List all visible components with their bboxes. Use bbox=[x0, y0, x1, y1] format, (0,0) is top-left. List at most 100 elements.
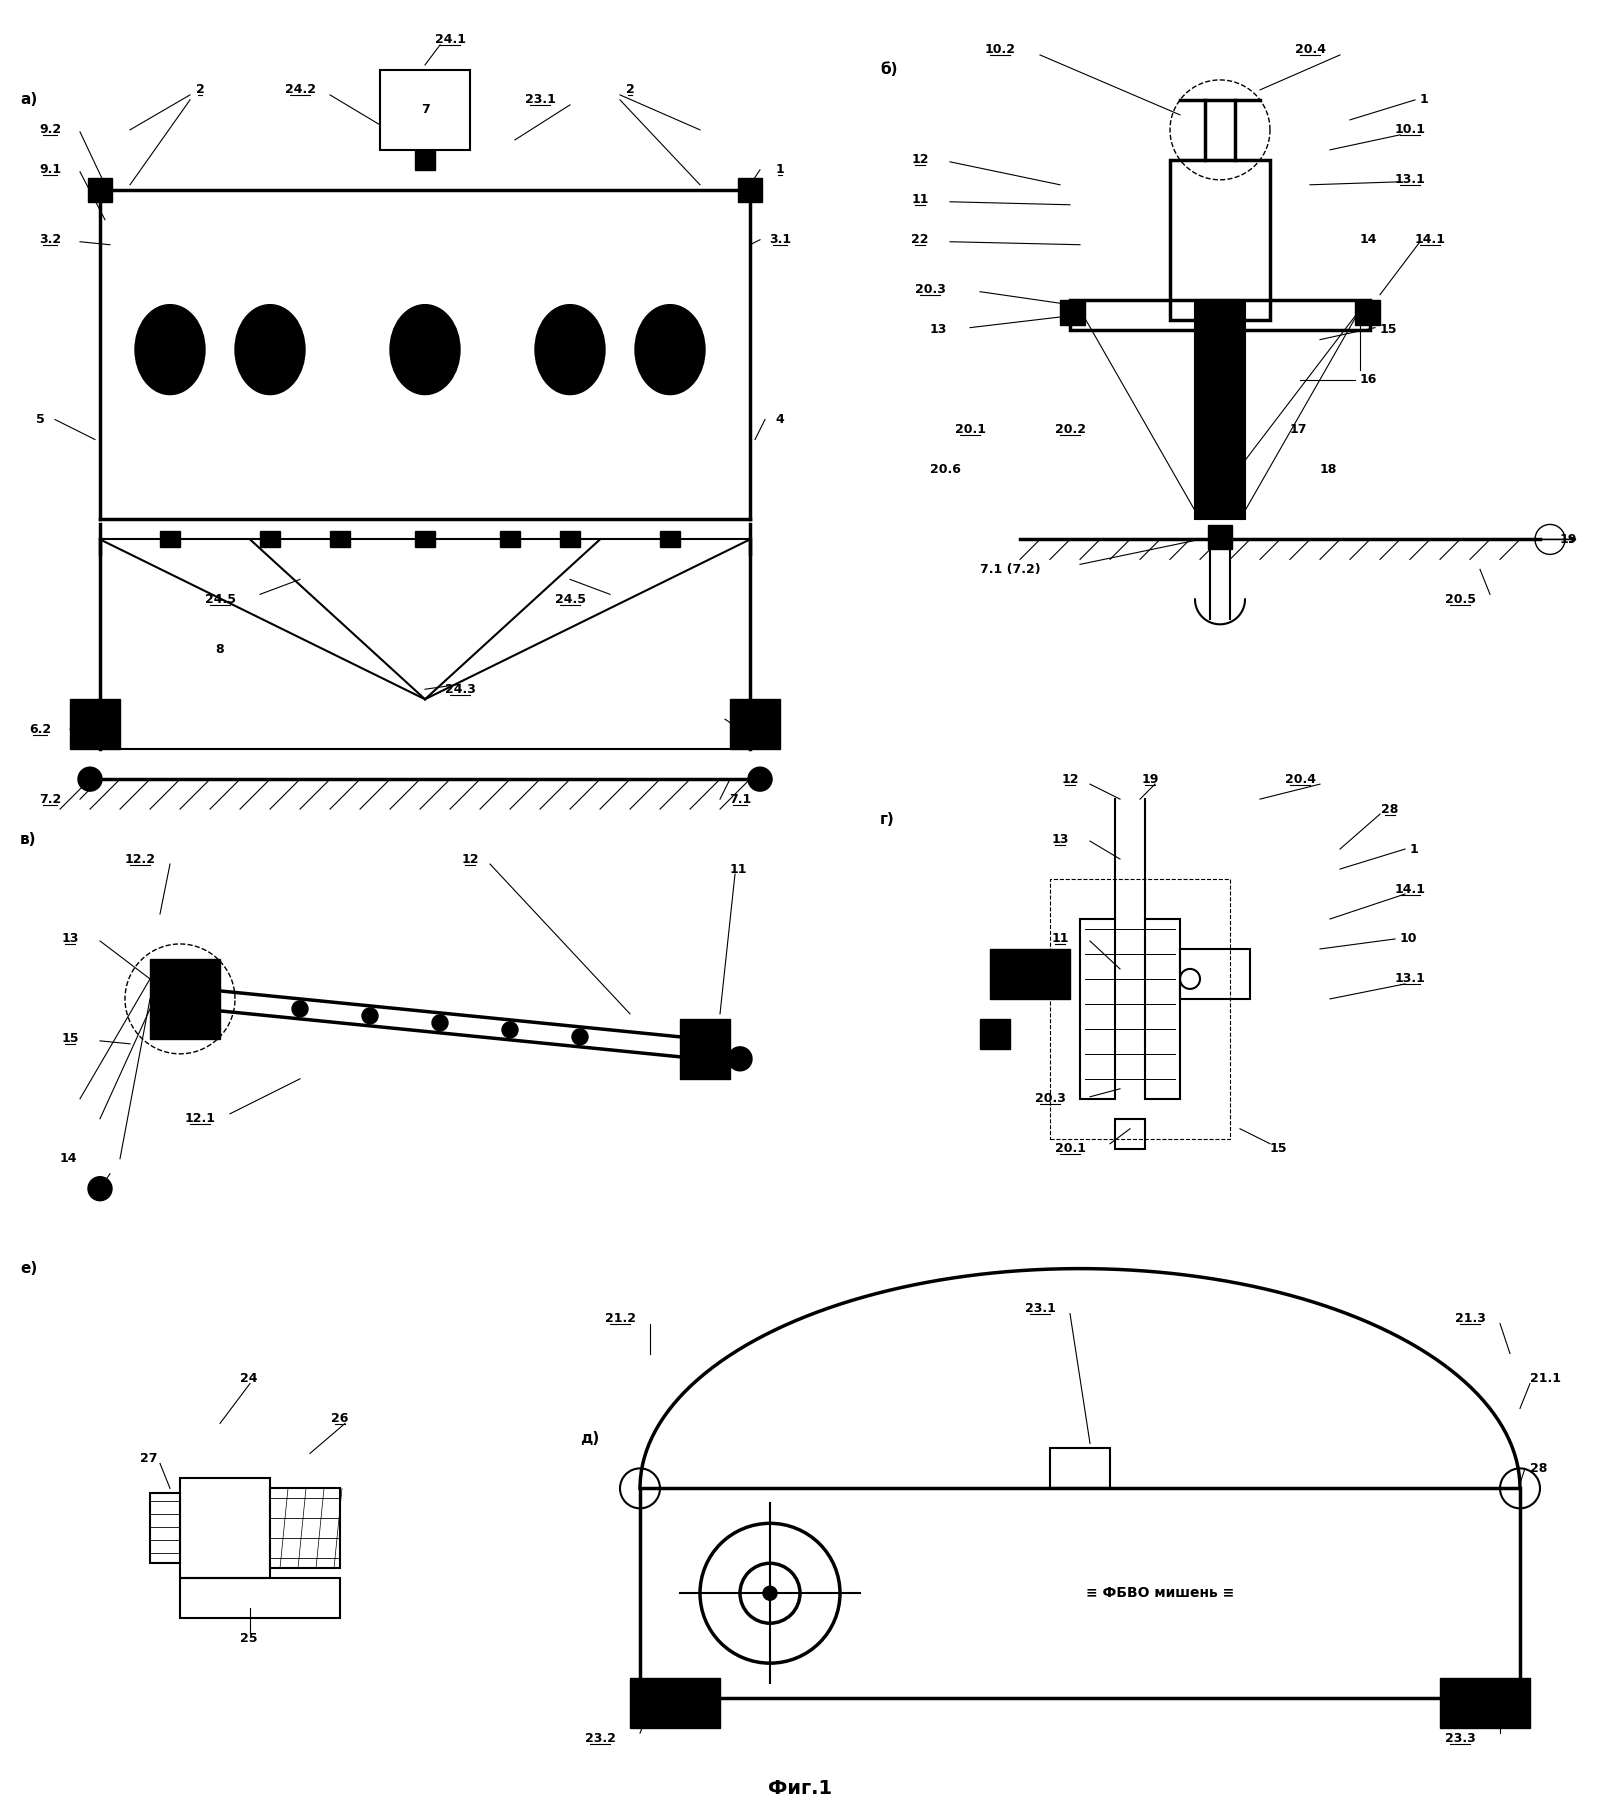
Text: 20.5: 20.5 bbox=[1445, 593, 1475, 605]
Text: 20.1: 20.1 bbox=[955, 424, 986, 436]
Ellipse shape bbox=[134, 305, 205, 395]
Text: 26: 26 bbox=[331, 1413, 349, 1425]
Bar bbox=[414, 149, 435, 169]
Text: 24.5: 24.5 bbox=[555, 593, 586, 605]
Bar bbox=[1059, 300, 1085, 325]
Bar bbox=[990, 949, 1070, 998]
Text: 23.2: 23.2 bbox=[584, 1731, 616, 1745]
Circle shape bbox=[88, 1176, 112, 1200]
Text: 15: 15 bbox=[1379, 324, 1397, 336]
Text: 20.3: 20.3 bbox=[915, 284, 946, 296]
Text: 23.1: 23.1 bbox=[1024, 1302, 1056, 1314]
Bar bbox=[979, 1018, 1010, 1049]
Text: 4: 4 bbox=[776, 413, 784, 425]
Text: 28: 28 bbox=[1530, 1462, 1547, 1474]
Text: 24.1: 24.1 bbox=[435, 33, 466, 47]
Circle shape bbox=[362, 1007, 378, 1024]
Bar bbox=[1070, 300, 1370, 329]
Ellipse shape bbox=[534, 305, 605, 395]
Text: 19: 19 bbox=[1141, 773, 1158, 785]
Circle shape bbox=[573, 1029, 589, 1045]
Bar bbox=[630, 1678, 720, 1729]
Text: 13: 13 bbox=[1051, 833, 1069, 845]
Text: 2: 2 bbox=[626, 84, 634, 96]
Text: 20.1: 20.1 bbox=[1054, 1142, 1085, 1154]
Text: д): д) bbox=[579, 1431, 600, 1445]
Text: 10: 10 bbox=[1400, 933, 1418, 945]
Text: 13: 13 bbox=[930, 324, 947, 336]
Text: 7.1: 7.1 bbox=[730, 793, 750, 805]
Text: 12: 12 bbox=[912, 153, 928, 165]
Text: 28: 28 bbox=[1381, 802, 1398, 816]
Circle shape bbox=[728, 1047, 752, 1071]
Text: 14.1: 14.1 bbox=[1414, 233, 1445, 245]
Text: 13.1: 13.1 bbox=[1395, 973, 1426, 985]
Text: 13: 13 bbox=[61, 933, 78, 945]
Bar bbox=[381, 69, 470, 149]
Text: 11: 11 bbox=[1051, 933, 1069, 945]
Circle shape bbox=[749, 767, 771, 791]
Text: 12.1: 12.1 bbox=[184, 1113, 216, 1125]
Ellipse shape bbox=[390, 305, 461, 395]
Text: 10.2: 10.2 bbox=[984, 44, 1016, 56]
Bar bbox=[1440, 1678, 1530, 1729]
Text: 11: 11 bbox=[730, 862, 747, 876]
Text: 7.2: 7.2 bbox=[38, 793, 61, 805]
Ellipse shape bbox=[235, 305, 306, 395]
Text: а): а) bbox=[19, 93, 37, 107]
Circle shape bbox=[78, 767, 102, 791]
Bar bbox=[661, 531, 680, 547]
Text: 1: 1 bbox=[1421, 93, 1429, 107]
Text: 16: 16 bbox=[1360, 373, 1378, 385]
Text: 24.5: 24.5 bbox=[205, 593, 235, 605]
Text: 9.1: 9.1 bbox=[38, 164, 61, 176]
Text: 12: 12 bbox=[461, 853, 478, 865]
Circle shape bbox=[291, 1002, 307, 1016]
Text: 3.2: 3.2 bbox=[38, 233, 61, 245]
Text: 14.1: 14.1 bbox=[1395, 882, 1426, 896]
Text: 24: 24 bbox=[240, 1373, 258, 1385]
Text: 18: 18 bbox=[1320, 464, 1338, 476]
Text: 6.1: 6.1 bbox=[758, 724, 781, 736]
Bar bbox=[499, 531, 520, 547]
Bar bbox=[1195, 300, 1245, 520]
Text: 12.2: 12.2 bbox=[125, 853, 155, 865]
Text: 3.1: 3.1 bbox=[770, 233, 790, 245]
Text: 24.2: 24.2 bbox=[285, 84, 315, 96]
Text: 10.1: 10.1 bbox=[1395, 124, 1426, 136]
Bar bbox=[1181, 949, 1250, 998]
Text: 14: 14 bbox=[1360, 233, 1378, 245]
Bar bbox=[330, 531, 350, 547]
Text: 2: 2 bbox=[195, 84, 205, 96]
Bar bbox=[640, 1489, 1520, 1698]
Bar bbox=[259, 531, 280, 547]
Text: 22: 22 bbox=[912, 233, 928, 245]
Text: 14: 14 bbox=[61, 1153, 77, 1165]
Bar bbox=[270, 1489, 339, 1569]
Bar bbox=[1170, 160, 1270, 320]
Text: 25: 25 bbox=[240, 1633, 258, 1645]
Text: 27: 27 bbox=[141, 1453, 157, 1465]
Bar bbox=[179, 1578, 339, 1618]
Text: 15: 15 bbox=[1270, 1142, 1288, 1154]
Text: 20.2: 20.2 bbox=[1054, 424, 1085, 436]
Bar bbox=[1050, 880, 1230, 1138]
Text: ≡ ФБВО мишень ≡: ≡ ФБВО мишень ≡ bbox=[1086, 1587, 1234, 1600]
Text: 23.1: 23.1 bbox=[525, 93, 555, 107]
Circle shape bbox=[432, 1014, 448, 1031]
Bar bbox=[414, 531, 435, 547]
Text: 20.3: 20.3 bbox=[1035, 1093, 1066, 1105]
Text: 15: 15 bbox=[61, 1033, 78, 1045]
Bar bbox=[1208, 525, 1232, 549]
Text: 20.6: 20.6 bbox=[930, 464, 962, 476]
Text: г): г) bbox=[880, 811, 894, 827]
Ellipse shape bbox=[635, 305, 706, 395]
Bar bbox=[1355, 300, 1379, 325]
Bar bbox=[150, 1493, 179, 1563]
Text: Фиг.1: Фиг.1 bbox=[768, 1778, 832, 1798]
Text: 5: 5 bbox=[35, 413, 45, 425]
Text: 6.2: 6.2 bbox=[29, 724, 51, 736]
Text: 17: 17 bbox=[1290, 424, 1307, 436]
Bar bbox=[160, 531, 179, 547]
Circle shape bbox=[502, 1022, 518, 1038]
